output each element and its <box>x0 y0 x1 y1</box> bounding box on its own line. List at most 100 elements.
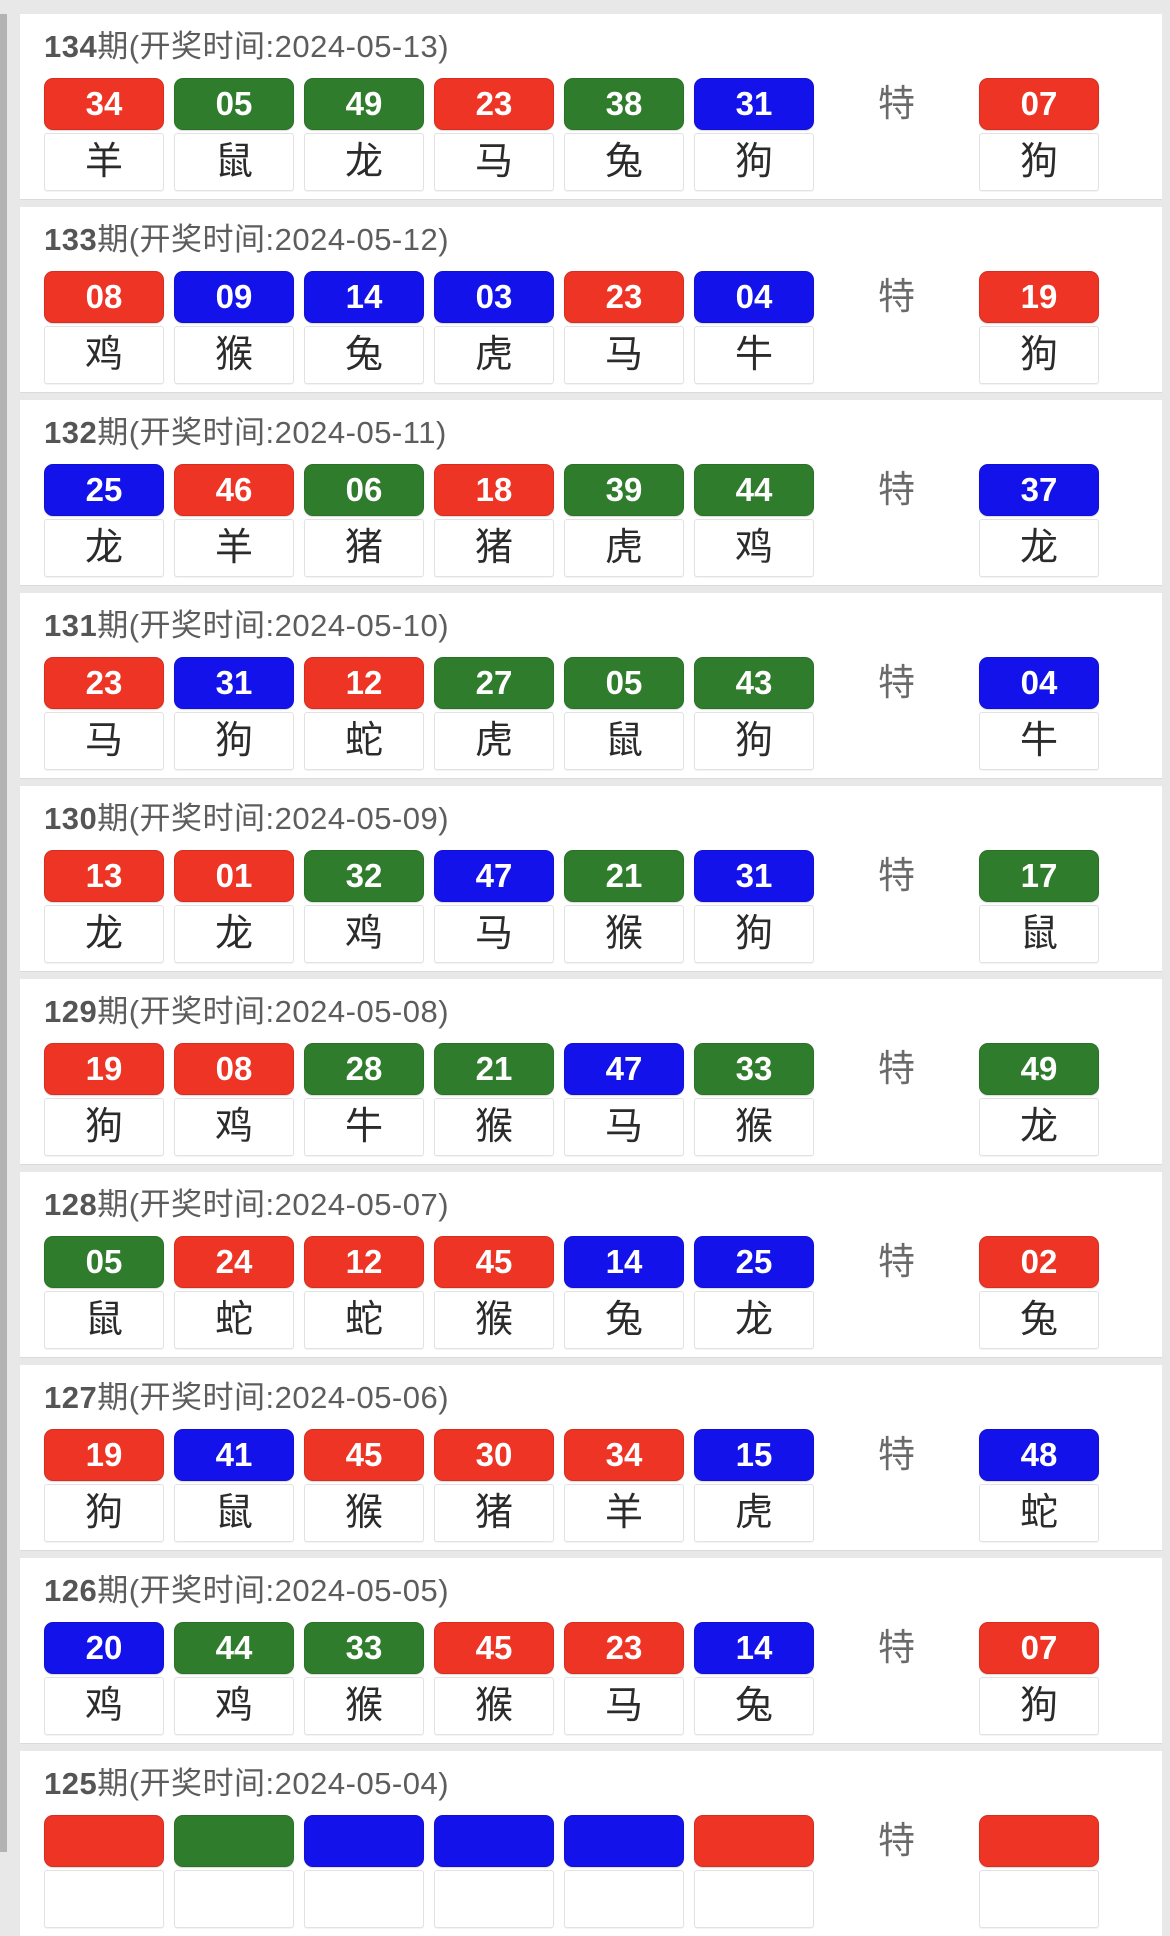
special-label: 特 <box>878 1820 915 1861</box>
special-ball: 04 牛 <box>979 657 1099 770</box>
ball: 45 猴 <box>304 1429 424 1542</box>
special-ball: 48 蛇 <box>979 1429 1099 1542</box>
draw-period-section: 127期(开奖时间:2024-05-06) 19 狗 41 鼠 45 猴 30 猪 34 羊 15 虎… <box>20 1365 1162 1550</box>
ball-zodiac: 猴 <box>304 1677 424 1735</box>
ball-zodiac: 马 <box>564 1677 684 1735</box>
draw-period-section: 125期(开奖时间:2024-05-04) 特 <box>20 1751 1162 1936</box>
ball-number: 07 <box>979 78 1099 130</box>
ball: 18 猪 <box>434 464 554 577</box>
balls-row: 20 鸡 44 鸡 33 猴 45 猴 23 马 14 兔特 07 狗 <box>20 1622 1162 1735</box>
period-number: 126 <box>44 1573 98 1608</box>
period-header: 133期(开奖时间:2024-05-12) <box>44 221 1162 259</box>
ball-zodiac: 鸡 <box>304 905 424 963</box>
ball-number: 08 <box>44 271 164 323</box>
ball: 03 虎 <box>434 271 554 384</box>
ball-zodiac: 马 <box>564 1098 684 1156</box>
ball: 14 兔 <box>564 1236 684 1349</box>
ball: 06 猪 <box>304 464 424 577</box>
ball-number: 05 <box>564 657 684 709</box>
balls-row: 34 羊 05 鼠 49 龙 23 马 38 兔 31 狗特 07 狗 <box>20 78 1162 191</box>
ball: 08 鸡 <box>44 271 164 384</box>
ball-number: 18 <box>434 464 554 516</box>
period-header: 126期(开奖时间:2024-05-05) <box>44 1572 1162 1610</box>
ball-zodiac: 猴 <box>174 326 294 384</box>
ball-number: 19 <box>44 1043 164 1095</box>
special-ball: 02 兔 <box>979 1236 1099 1349</box>
period-draw-time-label: 期(开奖时间:2024-05-05) <box>97 1573 450 1608</box>
period-draw-time-label: 期(开奖时间:2024-05-07) <box>97 1187 450 1222</box>
ball-number: 23 <box>44 657 164 709</box>
ball-zodiac: 猴 <box>434 1677 554 1735</box>
draw-period-section: 130期(开奖时间:2024-05-09) 13 龙 01 龙 32 鸡 47 马 21 猴 31 狗… <box>20 786 1162 971</box>
ball-zodiac: 鸡 <box>44 1677 164 1735</box>
ball: 31 狗 <box>694 850 814 963</box>
ball-number: 19 <box>979 271 1099 323</box>
ball-number: 44 <box>174 1622 294 1674</box>
ball-number: 41 <box>174 1429 294 1481</box>
special-ball: 07 狗 <box>979 78 1099 191</box>
ball-zodiac: 龙 <box>304 133 424 191</box>
ball-number: 46 <box>174 464 294 516</box>
ball: 33 猴 <box>304 1622 424 1735</box>
ball-zodiac: 蛇 <box>979 1484 1099 1542</box>
ball-number: 31 <box>174 657 294 709</box>
ball: 13 龙 <box>44 850 164 963</box>
ball-zodiac: 鼠 <box>44 1291 164 1349</box>
ball-zodiac: 蛇 <box>304 712 424 770</box>
ball-zodiac <box>304 1870 424 1928</box>
ball-zodiac: 鼠 <box>564 712 684 770</box>
ball: 04 牛 <box>694 271 814 384</box>
period-header: 132期(开奖时间:2024-05-11) <box>44 414 1162 452</box>
ball: 45 猴 <box>434 1236 554 1349</box>
ball: 47 马 <box>434 850 554 963</box>
ball-zodiac: 龙 <box>979 519 1099 577</box>
ball: 08 鸡 <box>174 1043 294 1156</box>
ball-number: 05 <box>44 1236 164 1288</box>
ball-number: 31 <box>694 850 814 902</box>
ball-number: 09 <box>174 271 294 323</box>
period-draw-time-label: 期(开奖时间:2024-05-13) <box>97 29 450 64</box>
ball: 01 龙 <box>174 850 294 963</box>
balls-row: 19 狗 41 鼠 45 猴 30 猪 34 羊 15 虎 特 48 蛇 <box>20 1429 1162 1542</box>
ball-number: 30 <box>434 1429 554 1481</box>
period-header: 128期(开奖时间:2024-05-07) <box>44 1186 1162 1224</box>
ball-number: 21 <box>434 1043 554 1095</box>
ball-zodiac: 猪 <box>434 1484 554 1542</box>
ball-zodiac: 狗 <box>979 326 1099 384</box>
period-header: 130期(开奖时间:2024-05-09) <box>44 800 1162 838</box>
ball-zodiac: 龙 <box>44 519 164 577</box>
ball: 45 猴 <box>434 1622 554 1735</box>
ball: 15 虎 <box>694 1429 814 1542</box>
special-label: 特 <box>878 469 915 510</box>
ball-zodiac: 狗 <box>174 712 294 770</box>
ball: 12 蛇 <box>304 657 424 770</box>
period-header: 134期(开奖时间:2024-05-13) <box>44 28 1162 66</box>
ball: 12 蛇 <box>304 1236 424 1349</box>
ball <box>174 1815 294 1928</box>
ball-number: 49 <box>979 1043 1099 1095</box>
period-draw-time-label: 期(开奖时间:2024-05-09) <box>97 801 450 836</box>
ball: 34 羊 <box>44 78 164 191</box>
ball-zodiac: 鸡 <box>174 1677 294 1735</box>
ball-number: 15 <box>694 1429 814 1481</box>
ball: 44 鸡 <box>174 1622 294 1735</box>
ball-number: 14 <box>304 271 424 323</box>
draw-period-section: 134期(开奖时间:2024-05-13) 34 羊 05 鼠 49 龙 23 马 38 兔 31 狗… <box>20 14 1162 199</box>
ball: 46 羊 <box>174 464 294 577</box>
ball-number: 45 <box>434 1236 554 1288</box>
period-draw-time-label: 期(开奖时间:2024-05-08) <box>97 994 450 1029</box>
ball-zodiac: 龙 <box>174 905 294 963</box>
special-ball: 17 鼠 <box>979 850 1099 963</box>
period-number: 131 <box>44 608 98 643</box>
ball-number <box>44 1815 164 1867</box>
ball-zodiac: 兔 <box>564 1291 684 1349</box>
ball-zodiac: 鸡 <box>174 1098 294 1156</box>
period-number: 132 <box>44 415 98 450</box>
ball: 27 虎 <box>434 657 554 770</box>
special-ball: 19 狗 <box>979 271 1099 384</box>
ball-zodiac: 兔 <box>694 1677 814 1735</box>
special-label: 特 <box>878 855 915 896</box>
special-ball <box>979 1815 1099 1928</box>
ball-zodiac <box>979 1870 1099 1928</box>
balls-row: 23 马 31 狗 12 蛇 27 虎 05 鼠 43 狗特 04 牛 <box>20 657 1162 770</box>
